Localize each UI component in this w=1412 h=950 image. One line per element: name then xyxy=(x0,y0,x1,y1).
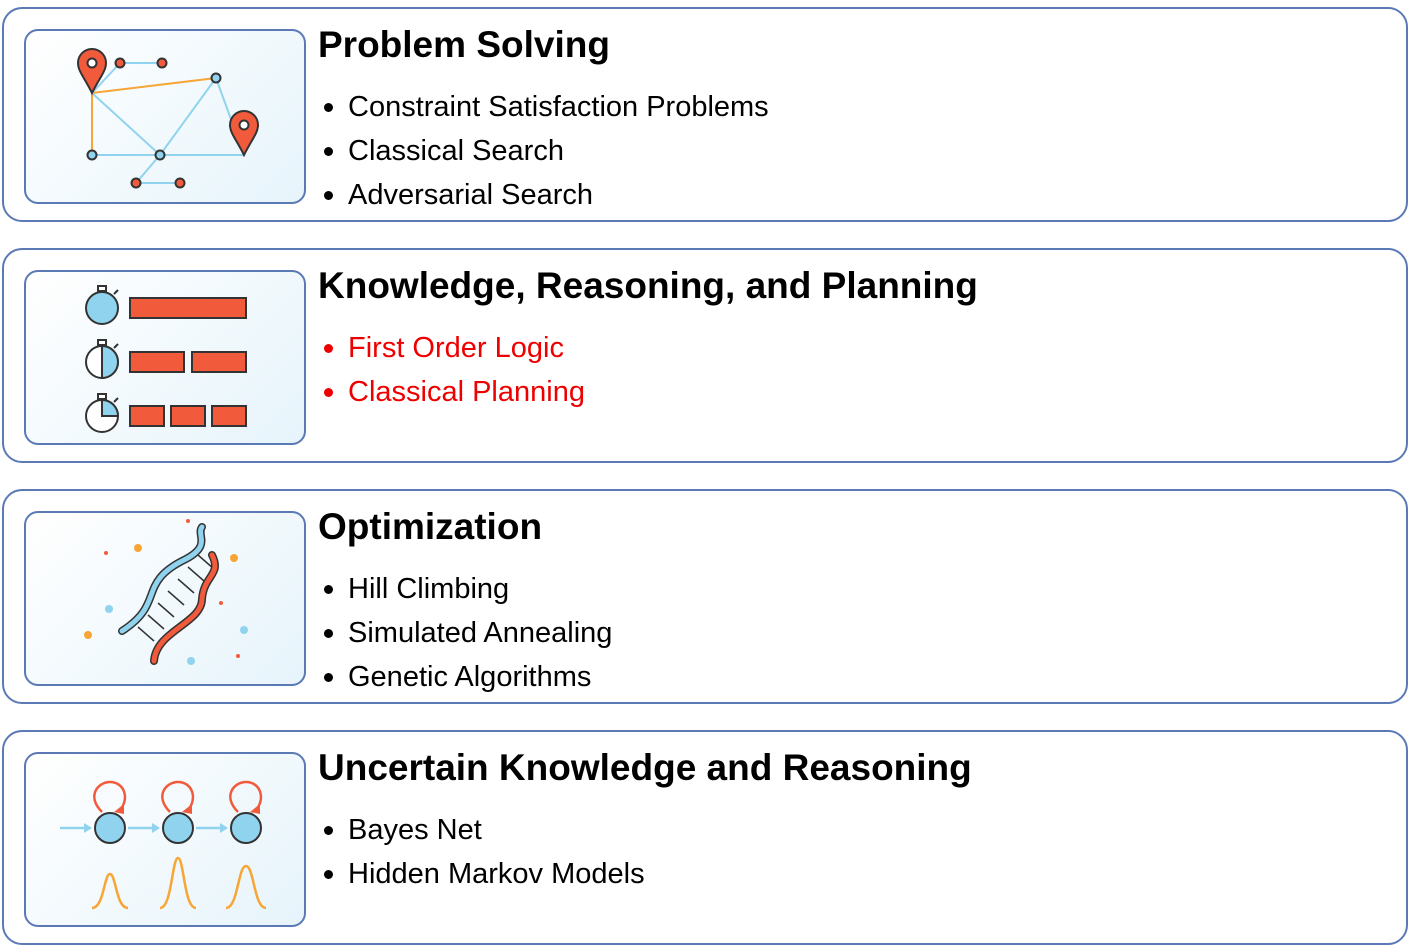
section-title: Problem Solving xyxy=(318,24,610,65)
list-item: Hill Climbing xyxy=(322,567,612,611)
list-item: Constraint Satisfaction Problems xyxy=(322,85,769,129)
list-item: First Order Logic xyxy=(322,326,585,370)
section-optimization: Optimization Hill Climbing Simulated Ann… xyxy=(2,489,1408,704)
section-bullet-list: Hill Climbing Simulated Annealing Geneti… xyxy=(322,567,612,699)
route-map-icon xyxy=(24,29,306,204)
section-bullet-list: Bayes Net Hidden Markov Models xyxy=(322,808,645,896)
section-problem-solving: Problem Solving Constraint Satisfaction … xyxy=(2,7,1408,222)
section-bullet-list: First Order Logic Classical Planning xyxy=(322,326,585,414)
section-bullet-list: Constraint Satisfaction Problems Classic… xyxy=(322,85,769,217)
section-knowledge-reasoning-planning: Knowledge, Reasoning, and Planning First… xyxy=(2,248,1408,463)
section-title: Uncertain Knowledge and Reasoning xyxy=(318,747,972,788)
list-item: Bayes Net xyxy=(322,808,645,852)
markov-chain-icon xyxy=(24,752,306,927)
section-title: Optimization xyxy=(318,506,543,547)
list-item: Classical Search xyxy=(322,129,769,173)
list-item: Hidden Markov Models xyxy=(322,852,645,896)
section-title: Knowledge, Reasoning, and Planning xyxy=(318,265,978,306)
list-item: Simulated Annealing xyxy=(322,611,612,655)
list-item: Genetic Algorithms xyxy=(322,655,612,699)
section-uncertain-knowledge-reasoning: Uncertain Knowledge and Reasoning Bayes … xyxy=(2,730,1408,945)
dna-icon xyxy=(24,511,306,686)
stopwatch-tasks-icon xyxy=(24,270,306,445)
list-item: Classical Planning xyxy=(322,370,585,414)
list-item: Adversarial Search xyxy=(322,173,769,217)
